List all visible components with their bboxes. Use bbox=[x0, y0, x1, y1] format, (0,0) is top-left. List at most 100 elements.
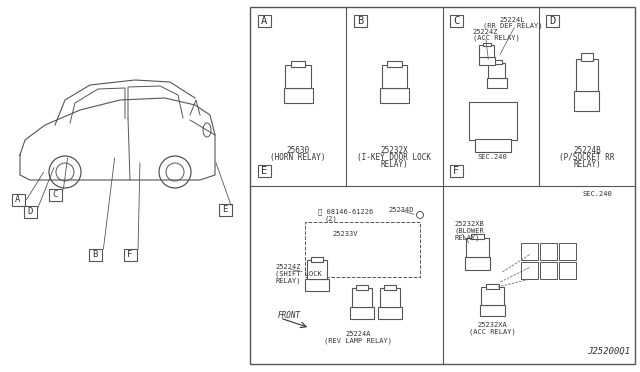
FancyBboxPatch shape bbox=[257, 165, 271, 177]
Bar bbox=[356, 285, 368, 290]
Text: 25224B: 25224B bbox=[573, 145, 601, 154]
Bar bbox=[580, 53, 593, 61]
Text: (RR DEF RELAY): (RR DEF RELAY) bbox=[483, 23, 542, 29]
Text: 25224Z: 25224Z bbox=[275, 264, 301, 270]
Text: (REV LAMP RELAY): (REV LAMP RELAY) bbox=[324, 338, 392, 344]
Circle shape bbox=[49, 156, 81, 188]
Text: 25224A: 25224A bbox=[345, 331, 371, 337]
Bar bbox=[540, 262, 557, 279]
FancyBboxPatch shape bbox=[12, 193, 24, 205]
Bar bbox=[471, 234, 484, 239]
Text: RELAY): RELAY) bbox=[381, 160, 408, 169]
Circle shape bbox=[166, 163, 184, 181]
Text: F: F bbox=[127, 250, 132, 259]
Bar bbox=[384, 285, 396, 290]
Text: E: E bbox=[261, 166, 267, 176]
Text: E: E bbox=[222, 205, 228, 214]
Bar bbox=[492, 60, 502, 64]
Bar bbox=[488, 63, 506, 78]
Text: 25224Z: 25224Z bbox=[472, 29, 498, 35]
Bar bbox=[468, 102, 516, 140]
Text: 25630: 25630 bbox=[287, 145, 310, 154]
Text: SEC.240: SEC.240 bbox=[477, 154, 508, 160]
FancyBboxPatch shape bbox=[354, 15, 367, 26]
Text: FRONT: FRONT bbox=[278, 311, 301, 320]
Circle shape bbox=[56, 163, 74, 181]
Text: A: A bbox=[261, 16, 267, 26]
Bar bbox=[465, 257, 490, 270]
Text: (HORN RELAY): (HORN RELAY) bbox=[270, 153, 326, 161]
Text: 25234D: 25234D bbox=[388, 207, 413, 213]
Bar bbox=[250, 7, 635, 364]
Bar bbox=[483, 43, 491, 46]
Text: J25200Q1: J25200Q1 bbox=[587, 347, 630, 356]
Text: A: A bbox=[15, 195, 20, 204]
Text: RELAY): RELAY) bbox=[275, 278, 301, 284]
Bar bbox=[350, 307, 374, 319]
FancyBboxPatch shape bbox=[257, 15, 271, 26]
FancyBboxPatch shape bbox=[88, 248, 102, 260]
Text: C: C bbox=[52, 190, 58, 199]
Text: 25232X: 25232X bbox=[381, 145, 408, 154]
Bar bbox=[305, 222, 420, 277]
Bar bbox=[520, 243, 538, 260]
Bar bbox=[381, 65, 407, 88]
Bar bbox=[311, 257, 323, 262]
Bar bbox=[487, 78, 506, 88]
Bar bbox=[380, 88, 409, 103]
Text: F: F bbox=[453, 166, 460, 176]
Bar bbox=[378, 307, 402, 319]
Text: C: C bbox=[453, 16, 460, 26]
Bar bbox=[284, 88, 312, 103]
Bar bbox=[574, 91, 600, 111]
Bar bbox=[291, 61, 305, 67]
Bar bbox=[520, 262, 538, 279]
Bar bbox=[559, 243, 575, 260]
Bar bbox=[307, 260, 328, 279]
Bar bbox=[540, 243, 557, 260]
Circle shape bbox=[159, 156, 191, 188]
FancyBboxPatch shape bbox=[24, 205, 36, 218]
Text: B: B bbox=[357, 16, 364, 26]
Text: SEC.240: SEC.240 bbox=[582, 191, 612, 197]
Bar bbox=[467, 238, 489, 257]
Bar bbox=[575, 59, 598, 91]
Text: (SHIFT LOCK: (SHIFT LOCK bbox=[275, 271, 322, 277]
FancyBboxPatch shape bbox=[124, 248, 136, 260]
Bar bbox=[479, 45, 494, 57]
Text: 25233V: 25233V bbox=[332, 231, 358, 237]
Bar bbox=[479, 57, 495, 65]
FancyBboxPatch shape bbox=[547, 15, 559, 26]
Text: (ACC RELAY): (ACC RELAY) bbox=[469, 329, 516, 335]
Bar bbox=[351, 288, 372, 307]
Text: (ACC RELAY): (ACC RELAY) bbox=[472, 35, 520, 41]
Bar bbox=[475, 139, 511, 152]
FancyBboxPatch shape bbox=[450, 15, 463, 26]
FancyBboxPatch shape bbox=[450, 165, 463, 177]
Text: D: D bbox=[550, 16, 556, 26]
Bar bbox=[305, 279, 329, 291]
Bar bbox=[387, 61, 401, 67]
Text: (P/SOCKET RR: (P/SOCKET RR bbox=[559, 153, 614, 161]
Text: Ⓑ 08146-61226: Ⓑ 08146-61226 bbox=[318, 209, 373, 215]
Text: 25232XB: 25232XB bbox=[454, 221, 484, 227]
Text: (2): (2) bbox=[324, 216, 337, 222]
Bar bbox=[380, 288, 401, 307]
FancyBboxPatch shape bbox=[49, 189, 61, 201]
Text: 25224L: 25224L bbox=[500, 17, 525, 23]
Ellipse shape bbox=[203, 123, 211, 137]
Text: B: B bbox=[92, 250, 98, 259]
Text: 25232XA: 25232XA bbox=[477, 322, 508, 328]
Bar bbox=[486, 284, 499, 289]
Text: (I-KEY DOOR LOCK: (I-KEY DOOR LOCK bbox=[357, 153, 431, 161]
Circle shape bbox=[417, 212, 424, 218]
Text: D: D bbox=[28, 207, 33, 216]
Bar bbox=[285, 65, 311, 88]
Text: RELAY): RELAY) bbox=[454, 235, 480, 241]
Bar bbox=[480, 305, 505, 316]
Bar bbox=[481, 287, 504, 305]
Bar bbox=[559, 262, 575, 279]
FancyBboxPatch shape bbox=[218, 203, 232, 215]
Text: RELAY): RELAY) bbox=[573, 160, 601, 169]
Text: (BLOWER: (BLOWER bbox=[454, 228, 484, 234]
